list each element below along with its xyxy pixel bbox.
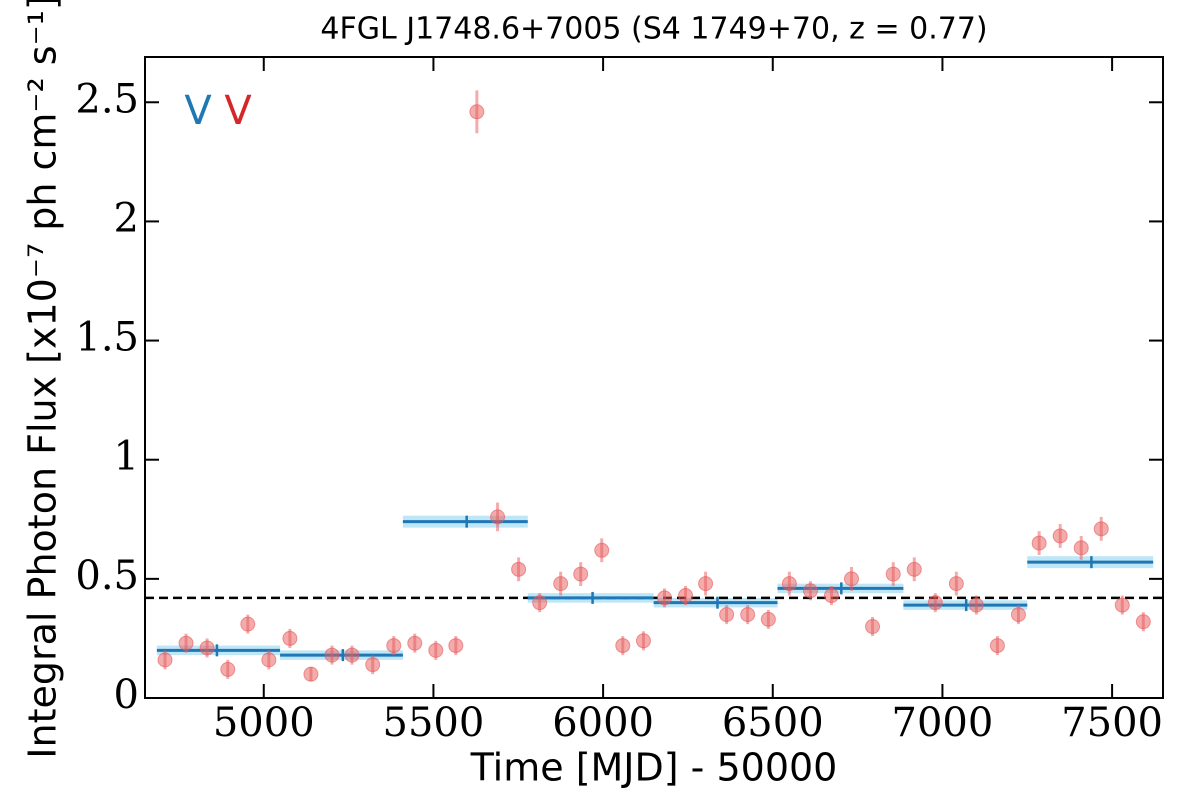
data-point	[448, 638, 464, 654]
data-point	[678, 588, 694, 604]
data-point	[428, 642, 444, 658]
x-tick-label: 7000	[892, 700, 994, 746]
x-tick-label: 7500	[1061, 700, 1163, 746]
data-point	[635, 633, 651, 649]
data-point	[1010, 607, 1026, 623]
data-point	[823, 588, 839, 604]
data-point	[386, 638, 402, 654]
y-tick-label: 1.5	[75, 315, 139, 361]
data-point	[1052, 528, 1068, 544]
data-point	[948, 576, 964, 592]
x-tick-label: 5000	[213, 700, 315, 746]
y-tick-label: 2.5	[75, 76, 139, 122]
data-point	[906, 561, 922, 577]
data-point	[781, 576, 797, 592]
data-point	[615, 638, 631, 654]
data-point	[407, 635, 423, 651]
data-point	[220, 661, 236, 677]
data-point	[802, 583, 818, 599]
data-point	[490, 509, 506, 525]
data-point	[1114, 597, 1130, 613]
data-point	[303, 666, 319, 682]
data-point	[760, 611, 776, 627]
data-point	[594, 542, 610, 558]
data-point	[1093, 521, 1109, 537]
data-point	[698, 576, 714, 592]
data-point	[1031, 535, 1047, 551]
data-point	[719, 607, 735, 623]
chart-title: 4FGL J1748.6+7005 (S4 1749+70, z = 0.77)	[320, 12, 987, 47]
data-point	[511, 561, 527, 577]
data-point	[178, 635, 194, 651]
data-point	[657, 590, 673, 606]
data-point	[199, 640, 215, 656]
data-point	[573, 566, 589, 582]
annotation: V	[184, 88, 212, 134]
data-point	[1135, 614, 1151, 630]
data-point	[865, 619, 881, 635]
data-point	[843, 571, 859, 587]
plot-frame	[144, 56, 1164, 699]
data-point	[740, 607, 756, 623]
data-point	[1073, 540, 1089, 556]
x-tick-label: 5500	[383, 700, 485, 746]
data-point	[365, 657, 381, 673]
data-point	[324, 647, 340, 663]
data-point	[261, 652, 277, 668]
data-point	[469, 104, 485, 120]
data-point	[157, 652, 173, 668]
data-point	[240, 616, 256, 632]
y-tick-label: 0	[114, 672, 139, 718]
annotation: V	[224, 88, 252, 134]
data-point	[553, 576, 569, 592]
y-axis-label: Integral Photon Flux [x10⁻⁷ ph cm⁻² s⁻¹]	[21, 0, 65, 759]
y-tick-label: 0.5	[75, 553, 139, 599]
x-tick-label: 6000	[552, 700, 654, 746]
data-point	[927, 595, 943, 611]
x-axis-label: Time [MJD] - 50000	[470, 746, 838, 790]
data-point	[885, 566, 901, 582]
data-point	[282, 630, 298, 646]
y-tick-label: 2	[114, 195, 139, 241]
data-point	[532, 595, 548, 611]
y-tick-label: 1	[114, 434, 139, 480]
data-point	[968, 597, 984, 613]
data-point	[989, 638, 1005, 654]
x-tick-label: 6500	[722, 700, 824, 746]
data-point	[344, 647, 360, 663]
